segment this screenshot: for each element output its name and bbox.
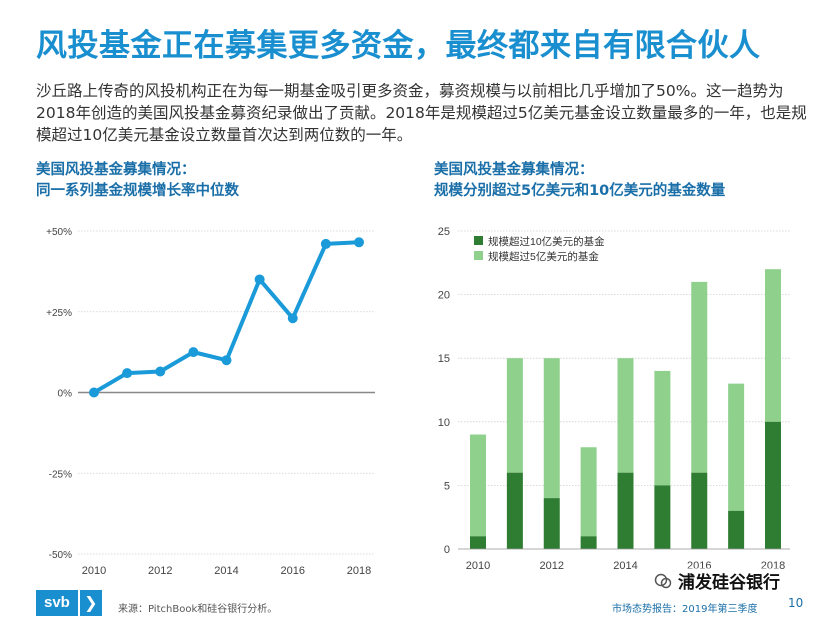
x-tick-label: 2018	[347, 565, 371, 577]
bar-over-500m	[617, 358, 634, 473]
wechat-icon	[654, 572, 672, 590]
chevron-right-icon: ❯	[79, 590, 102, 616]
bar-over-500m	[654, 370, 671, 486]
y-tick-label: 10	[438, 417, 450, 429]
y-tick-label: 20	[438, 290, 450, 302]
bar-over-500m	[506, 358, 523, 473]
bar-over-500m	[543, 358, 560, 499]
data-point	[287, 313, 298, 324]
bar-over-1b	[470, 536, 486, 549]
bar-over-1b	[617, 472, 634, 549]
y-tick-label: 15	[438, 353, 450, 365]
intro-paragraph: 沙丘路上传奇的风投机构正在为每一期基金吸引更多资金，募资规模与以前相比几乎增加了…	[36, 82, 807, 144]
source-note: 来源：PitchBook和硅谷银行分析。	[118, 604, 278, 615]
left-chart-title-line1: 美国风投基金募集情况：	[36, 162, 196, 178]
y-tick-label: -50%	[49, 550, 72, 561]
right-chart-title-line2: 规模分别超过5亿美元和10亿美元的基金数量	[434, 183, 726, 199]
y-tick-label: 5	[444, 480, 450, 492]
left-chart-title: 美国风投基金募集情况： 同一系列基金规模增长率中位数	[36, 160, 239, 202]
bar-over-1b	[691, 472, 708, 549]
bar-over-500m	[580, 447, 597, 537]
left-chart-title-line2: 同一系列基金规模增长率中位数	[36, 183, 239, 199]
data-point	[155, 366, 166, 377]
data-point	[89, 387, 99, 398]
bar-over-1b	[543, 498, 560, 549]
right-chart-title-line1: 美国风投基金募集情况：	[434, 162, 594, 178]
bar-over-500m	[470, 434, 486, 537]
legend-label-over-500m: 规模超过5亿美元的基金	[488, 250, 599, 263]
bar-over-1b	[765, 421, 781, 549]
x-tick-label: 2016	[281, 565, 305, 577]
data-point	[254, 274, 265, 285]
bar-over-1b	[506, 472, 523, 549]
bar-over-500m	[728, 383, 745, 511]
x-tick-label: 2012	[540, 560, 564, 572]
data-point	[188, 347, 199, 358]
data-point	[122, 368, 133, 379]
x-tick-label: 2010	[82, 565, 106, 577]
x-tick-label: 2010	[466, 560, 490, 572]
x-tick-label: 2014	[214, 565, 238, 577]
bar-over-1b	[728, 510, 745, 549]
bar-over-1b	[654, 485, 671, 549]
bar-over-500m	[765, 269, 781, 422]
page-number: 10	[788, 596, 804, 610]
page-title: 风投基金正在募集更多资金，最终都来自有限合伙人	[36, 28, 761, 64]
y-tick-label: +25%	[46, 308, 72, 319]
legend-label-over-1b: 规模超过10亿美元的基金	[488, 235, 605, 248]
svb-logo-text: svb	[36, 590, 78, 616]
report-name: 市场态势报告：2019年第三季度	[612, 604, 758, 615]
y-tick-label: +50%	[46, 227, 72, 238]
data-point	[320, 238, 331, 249]
bar-over-500m	[691, 281, 708, 473]
legend-swatch-over-1b	[474, 236, 483, 245]
watermark-text: 浦发硅谷银行	[678, 573, 780, 593]
y-tick-label: -25%	[49, 469, 72, 480]
bar-over-1b	[580, 536, 597, 549]
x-tick-label: 2012	[148, 565, 172, 577]
svb-logo: svb ❯	[36, 590, 102, 616]
legend-swatch-over-500m	[474, 251, 483, 260]
data-point	[354, 237, 364, 248]
y-tick-label: 25	[438, 226, 450, 238]
right-chart-title: 美国风投基金募集情况： 规模分别超过5亿美元和10亿美元的基金数量	[434, 160, 725, 202]
y-tick-label: 0	[444, 544, 450, 556]
data-point	[221, 355, 232, 366]
y-tick-label: 0%	[58, 389, 73, 400]
watermark: 浦发硅谷银行	[654, 568, 780, 593]
x-tick-label: 2014	[613, 560, 637, 572]
